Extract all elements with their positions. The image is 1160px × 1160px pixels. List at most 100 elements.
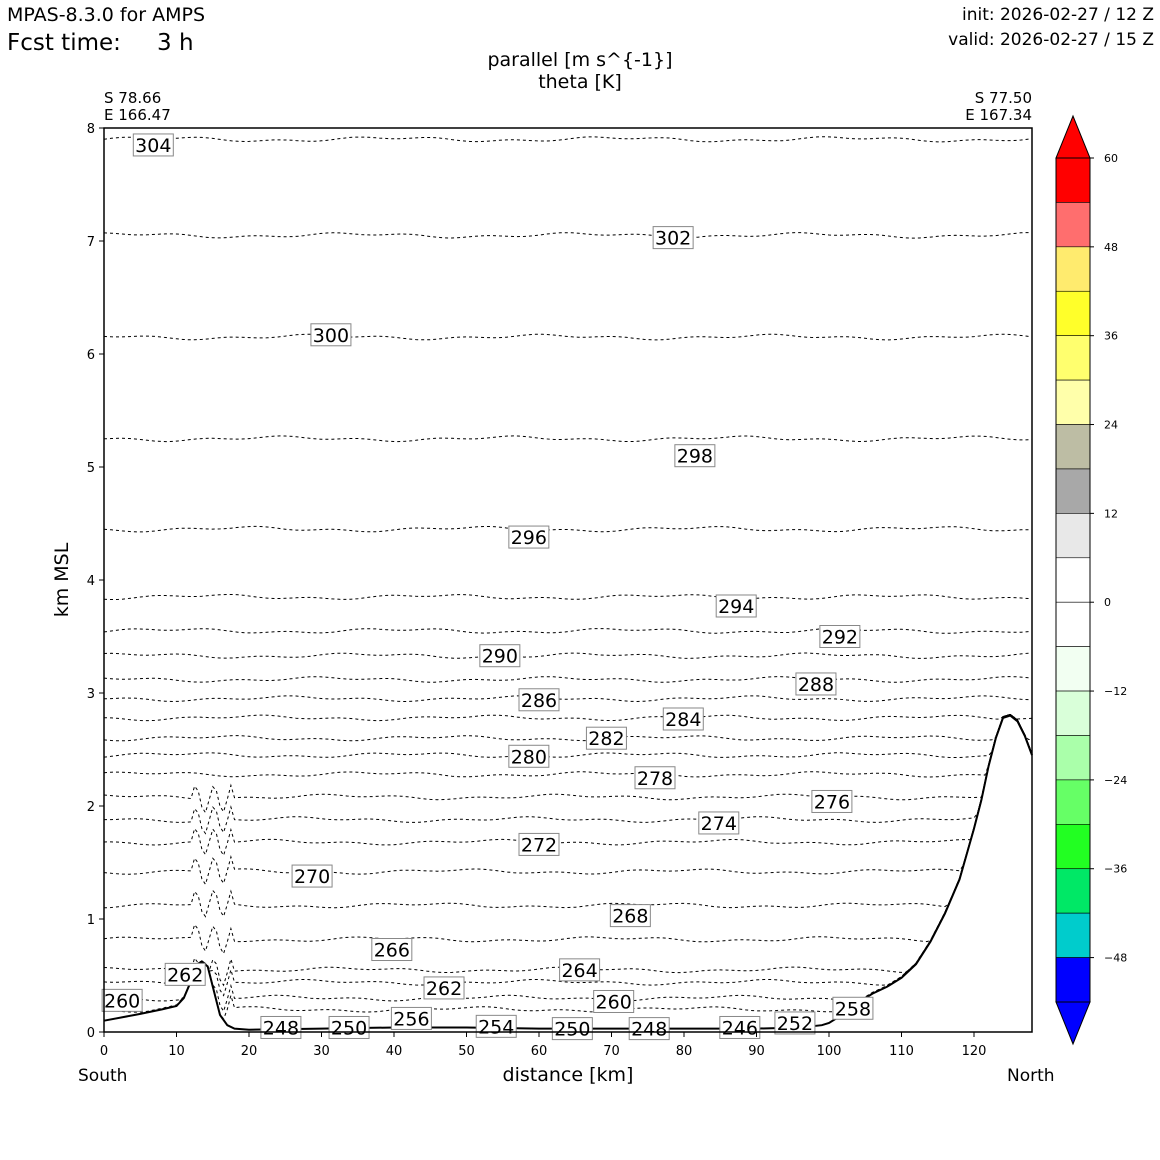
contour-label-box: [593, 989, 635, 1013]
colorbar-tick-label: 60: [1104, 152, 1118, 165]
contour-label-box: [609, 904, 651, 928]
theta-contour-284: [104, 713, 1033, 722]
contour-label-text: 270: [294, 866, 330, 888]
terrain-profile: [103, 714, 1033, 1032]
colorbar-segment: [1055, 335, 1091, 381]
contour-label-text: 258: [835, 998, 871, 1020]
contour-label-box: [390, 1006, 432, 1030]
y-tick-label: 3: [87, 687, 95, 702]
colorbar-segment: [1055, 157, 1091, 203]
south-end-label: South: [78, 1066, 128, 1086]
y-tick-label: 7: [87, 235, 95, 250]
contour-label-box: [101, 988, 143, 1012]
contour-label-288: 288: [795, 672, 837, 696]
contour-label-248: 248: [260, 1015, 302, 1039]
theta-contour-266: [103, 713, 1033, 955]
contour-label-298: 298: [674, 444, 716, 468]
contour-label-text: 296: [511, 527, 547, 549]
colorbar-tick-label: −48: [1104, 952, 1127, 965]
colorbar-segment: [1055, 290, 1091, 336]
contour-label-text: 254: [478, 1016, 514, 1038]
plot-axes: 0 10 20 30 40 50 60 70 80 90 100 110 120 0 1 2 3 4 5 6 7 8: [87, 122, 1033, 1059]
colorbar-segment: [1055, 824, 1091, 870]
end-longitude: E 167.34: [965, 106, 1032, 124]
contour-label-box: [508, 744, 550, 768]
contour-label-290: 290: [479, 644, 521, 668]
contour-label-box: [559, 958, 601, 982]
colorbar-segment: [1055, 246, 1091, 292]
contour-label-box: [164, 962, 206, 986]
contour-label-text: 276: [814, 791, 850, 813]
contour-label-box: [652, 226, 694, 250]
contour-label-282: 282: [585, 726, 627, 750]
contour-label-264: 264: [559, 958, 601, 982]
init-time: init: 2026-02-27 / 12 Z: [961, 5, 1154, 25]
contour-label-246: 246: [719, 1015, 761, 1039]
contour-label-text: 248: [263, 1017, 299, 1039]
contour-label-text: 304: [135, 135, 171, 157]
x-tick-label: 70: [603, 1044, 620, 1059]
colorbar: 60 48 36 24 12 0 −12 −24 −36 −48: [1055, 114, 1127, 1046]
contour-label-box: [551, 1017, 593, 1041]
contour-label-text: 300: [313, 325, 349, 347]
x-tick-label: 30: [313, 1044, 330, 1059]
x-tick-label: 20: [241, 1044, 258, 1059]
contour-label-250: 250: [551, 1017, 593, 1041]
contour-label-270: 270: [291, 864, 333, 888]
contour-label-box: [310, 323, 352, 347]
forecast-time-label: Fcst time:: [7, 30, 121, 56]
contour-label-text: 278: [637, 768, 673, 790]
contour-label-box: [715, 594, 757, 618]
contour-label-box: [518, 688, 560, 712]
colorbar-tick-label: 36: [1104, 330, 1118, 343]
contour-label-text: 274: [701, 813, 737, 835]
contour-label-box: [628, 1017, 670, 1041]
contour-label-262: 262: [164, 962, 206, 986]
contour-label-text: 272: [521, 834, 557, 856]
x-axis-label: distance [km]: [502, 1064, 634, 1086]
theta-contour-280: [103, 713, 1033, 758]
contour-label-box: [479, 644, 521, 668]
theta-contour-262: [103, 713, 1033, 997]
colorbar-segment: [1055, 779, 1091, 825]
contour-label-text: 292: [822, 627, 858, 649]
colorbar-segment: [1055, 646, 1091, 692]
contour-label-box: [832, 996, 874, 1020]
colorbar-tick-label: −36: [1104, 863, 1127, 876]
contour-label-text: 298: [677, 446, 713, 468]
theta-contour-292: [103, 627, 1033, 634]
contour-label-254: 254: [475, 1014, 517, 1038]
theta-contour-264: [103, 713, 1033, 987]
plot-frame: [103, 127, 1033, 1033]
contour-label-text: 286: [521, 690, 557, 712]
colorbar-tick-label: −12: [1104, 685, 1127, 698]
contour-label-text: 284: [665, 709, 701, 731]
contour-label-258: 258: [832, 996, 874, 1020]
start-latitude: S 78.66: [104, 89, 162, 107]
contour-label-text: 262: [426, 978, 462, 1000]
colorbar-tick-label: −24: [1104, 774, 1127, 787]
colorbar-extend-min: [1055, 1001, 1091, 1046]
contour-label-box: [819, 625, 861, 648]
contour-label-304: 304: [132, 133, 174, 157]
model-title: MPAS-8.3.0 for AMPS: [7, 4, 206, 26]
contour-label-box: [795, 672, 837, 696]
contour-label-box: [662, 707, 704, 731]
colorbar-segment: [1055, 513, 1091, 559]
theta-contour-288: [103, 676, 1033, 683]
contour-label-text: 290: [482, 646, 518, 668]
colorbar-segment: [1055, 468, 1091, 514]
y-tick-label: 6: [87, 348, 95, 363]
contour-labels: 304 302 300 298 296 294 292 290 288 286 284 282 280 2…: [101, 133, 874, 1041]
colorbar-segment: [1055, 424, 1091, 470]
x-tick-label: 90: [748, 1044, 765, 1059]
contour-label-274: 274: [698, 811, 740, 835]
theta-contour-270: [103, 713, 1033, 886]
theta-contour-296: [103, 525, 1032, 533]
contour-label-278: 278: [634, 766, 676, 790]
colorbar-tick-label: 24: [1104, 419, 1118, 432]
theta-contour-294: [103, 594, 1033, 600]
contour-label-286: 286: [518, 688, 560, 712]
contour-label-box: [371, 938, 413, 962]
